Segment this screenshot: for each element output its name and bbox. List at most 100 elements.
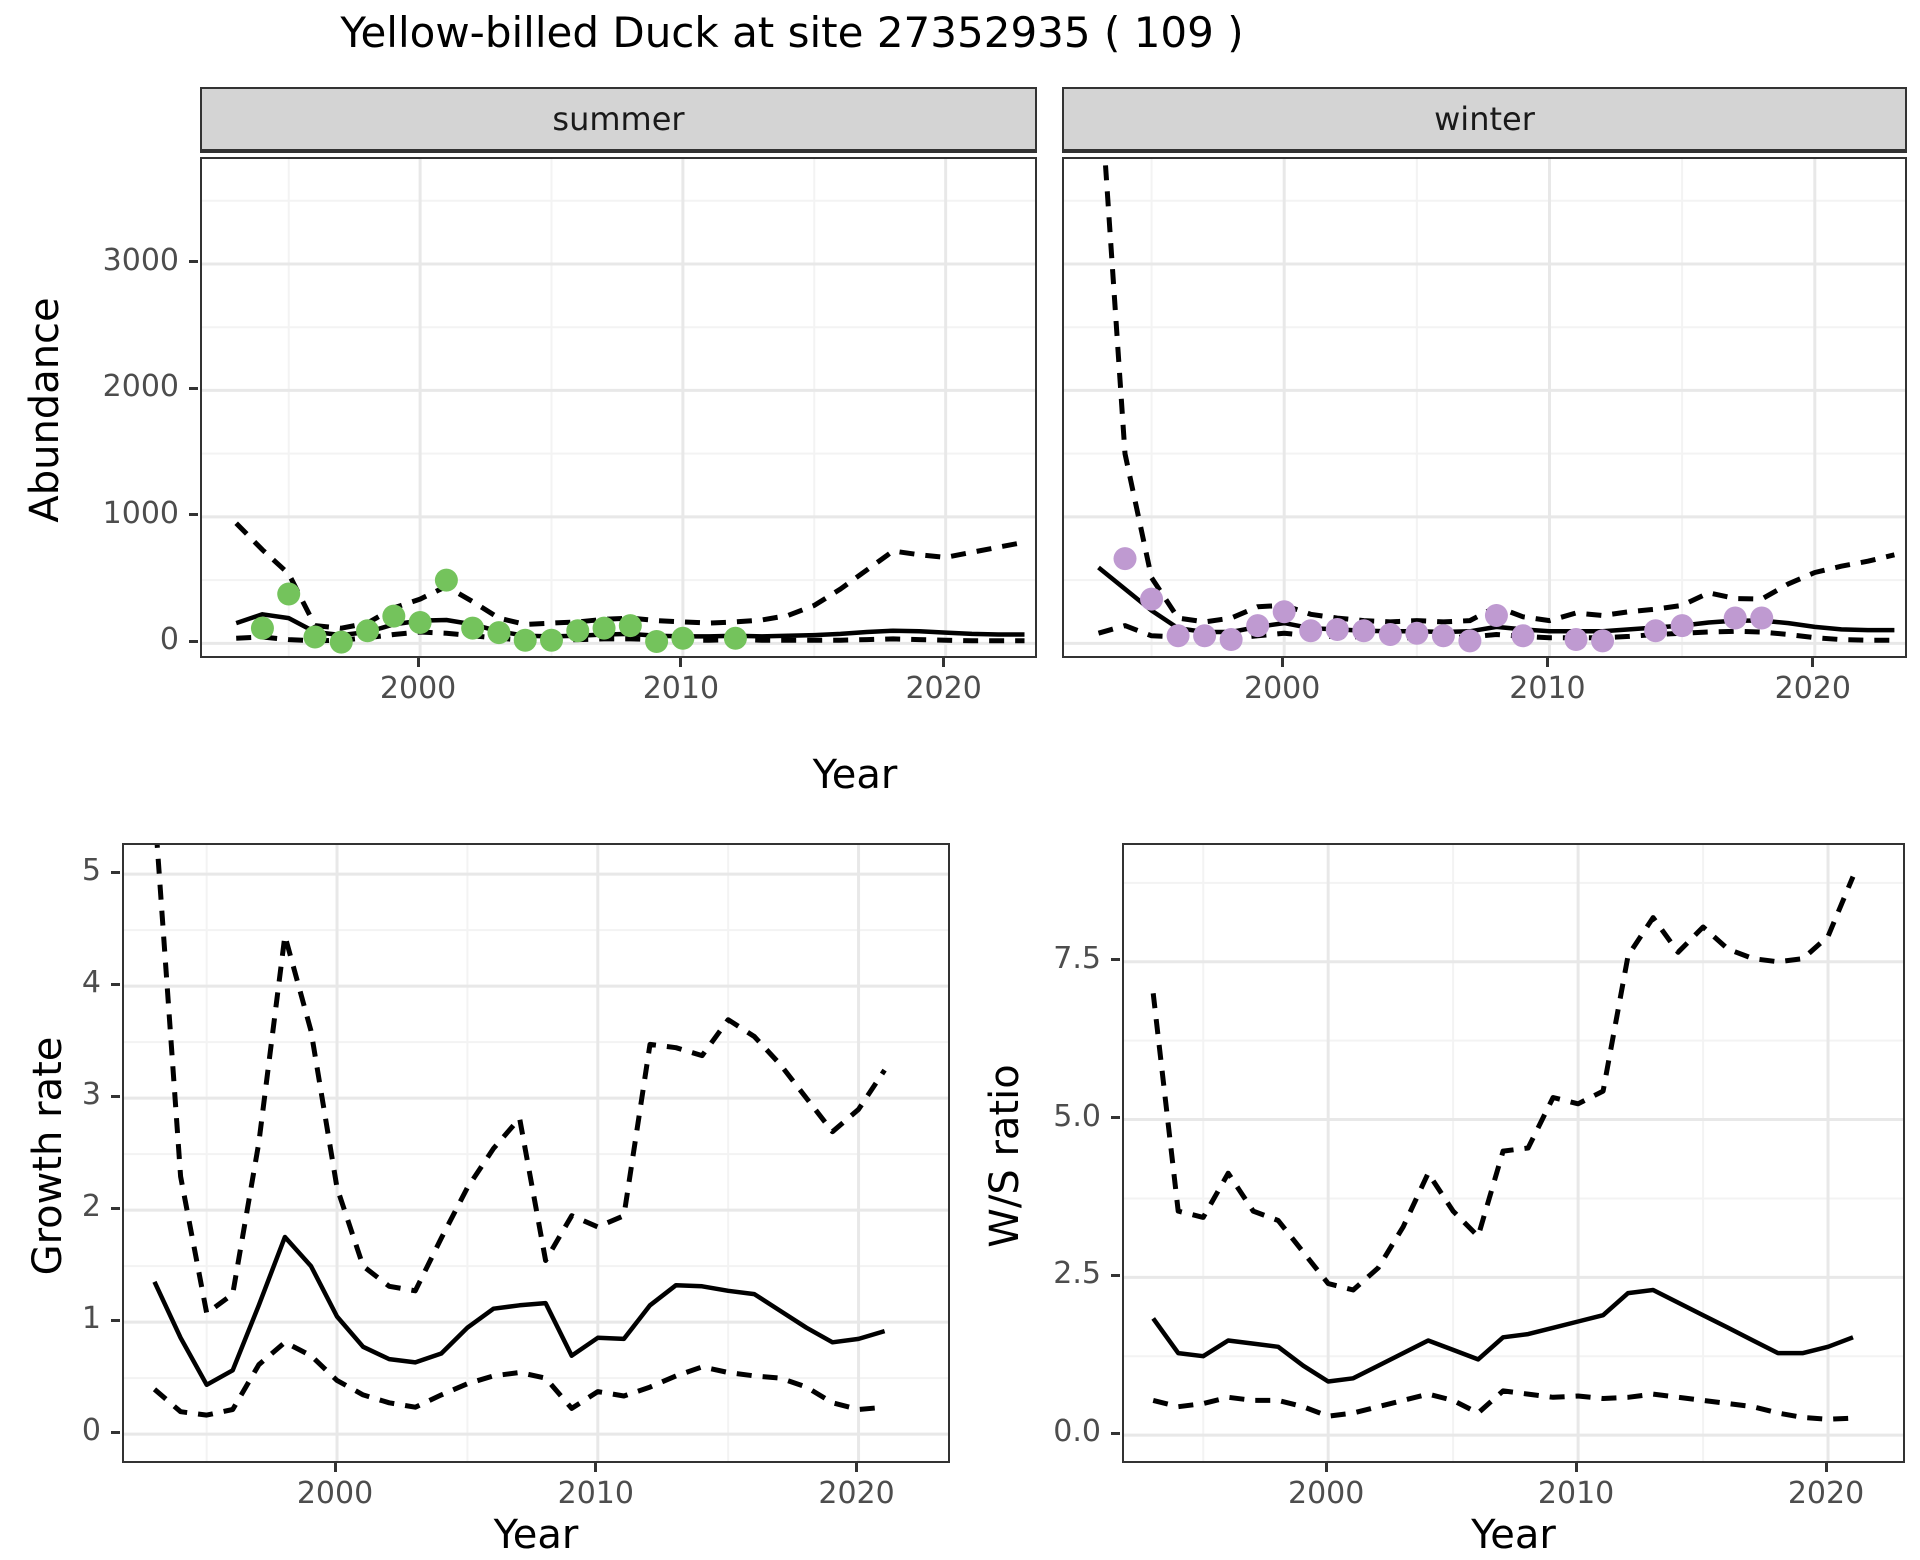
x-axis-tick bbox=[416, 658, 420, 667]
x-axis-tick-label: 2000 bbox=[379, 671, 457, 706]
winter-observed-counts-point bbox=[1511, 624, 1535, 648]
y-axis-tick bbox=[111, 1318, 120, 1322]
y-axis-tick-label: 5 bbox=[81, 853, 101, 889]
winter-observed-counts-point bbox=[1458, 629, 1482, 653]
summer-observed-counts-point bbox=[539, 628, 563, 652]
x-axis-tick bbox=[333, 1463, 337, 1472]
ws-ratio-y-axis-title: W/S ratio bbox=[982, 1064, 1028, 1248]
winter-observed-counts-point bbox=[1644, 619, 1668, 643]
x-axis-tick-label: 2010 bbox=[642, 671, 720, 706]
y-axis-tick bbox=[111, 870, 120, 874]
summer-observed-counts-point bbox=[382, 604, 406, 628]
winter-observed-counts-point bbox=[1352, 619, 1376, 643]
winter-observed-counts-point bbox=[1325, 617, 1349, 641]
x-axis-tick bbox=[679, 658, 683, 667]
y-axis-tick-label: 0.0 bbox=[1053, 1414, 1101, 1450]
summer-observed-counts-point bbox=[592, 616, 616, 640]
y-axis-tick bbox=[1111, 1431, 1120, 1435]
summer-observed-counts-point bbox=[566, 619, 590, 643]
ws-estimate-line bbox=[1151, 1287, 1854, 1384]
x-axis-tick bbox=[1574, 1463, 1578, 1472]
facet-strip-winter-label: winter bbox=[1434, 100, 1535, 138]
x-axis-tick bbox=[1280, 658, 1284, 667]
winter-observed-counts-point bbox=[1405, 621, 1429, 645]
y-axis-tick-label: 2.5 bbox=[1053, 1256, 1101, 1292]
chart-title: Yellow-billed Duck at site 27352935 ( 10… bbox=[340, 8, 1244, 57]
summer-observed-counts-point bbox=[618, 614, 642, 638]
winter-observed-counts-point bbox=[1299, 619, 1323, 643]
summer-observed-counts-point bbox=[671, 626, 695, 650]
y-axis-tick-label: 4 bbox=[81, 965, 101, 1001]
winter-observed-counts-point bbox=[1113, 547, 1137, 571]
abundance-winter-panel bbox=[1062, 157, 1907, 658]
y-axis-tick bbox=[111, 1206, 120, 1210]
x-axis-tick-label: 2000 bbox=[296, 1476, 374, 1511]
winter-observed-counts-point bbox=[1431, 624, 1455, 648]
y-axis-tick-label: 3 bbox=[81, 1077, 101, 1113]
growth-rate-x-axis-title: Year bbox=[493, 1512, 579, 1558]
summer-observed-counts-point bbox=[303, 625, 327, 649]
winter-observed-counts-point bbox=[1670, 614, 1694, 638]
x-axis-tick-label: 2020 bbox=[905, 671, 982, 706]
summer-observed-counts-point bbox=[645, 629, 669, 653]
growth-estimate-line bbox=[152, 1234, 886, 1388]
facet-strip-summer: summer bbox=[200, 87, 1037, 153]
x-axis-tick-label: 2010 bbox=[1537, 1476, 1615, 1511]
y-axis-tick-label: 0 bbox=[159, 622, 179, 658]
winter-observed-counts-point bbox=[1484, 604, 1508, 628]
ws-ratio-panel bbox=[1122, 843, 1905, 1463]
facet-strip-winter: winter bbox=[1062, 87, 1907, 153]
summer-observed-counts-point bbox=[434, 568, 458, 592]
winter-observed-counts-point bbox=[1193, 624, 1217, 648]
y-axis-tick-label: 2000 bbox=[102, 369, 179, 405]
winter-observed-counts-point bbox=[1750, 606, 1774, 630]
growth-upper-ci-line bbox=[154, 845, 887, 1316]
summer-observed-counts-point bbox=[487, 621, 511, 645]
winter-observed-counts-point bbox=[1723, 606, 1747, 630]
y-axis-tick bbox=[1111, 1116, 1120, 1120]
x-axis-tick bbox=[594, 1463, 598, 1472]
summer-observed-counts-point bbox=[723, 626, 747, 650]
winter-plot-area bbox=[1064, 159, 1905, 656]
y-axis-tick-label: 7.5 bbox=[1053, 940, 1101, 976]
winter-observed-counts-point bbox=[1272, 600, 1296, 624]
ws-ratio-x-axis-title: Year bbox=[1471, 1512, 1556, 1558]
y-axis-tick bbox=[189, 513, 198, 517]
winter-observed-counts-point bbox=[1591, 629, 1615, 653]
x-axis-tick bbox=[855, 1463, 859, 1472]
summer-upper-ci-line bbox=[234, 521, 1025, 631]
x-axis-tick bbox=[1324, 1463, 1328, 1472]
y-axis-tick-label: 5.0 bbox=[1053, 1098, 1101, 1134]
x-axis-tick-label: 2000 bbox=[1287, 1476, 1365, 1511]
ws-lower-ci-line bbox=[1152, 1388, 1854, 1422]
x-axis-tick-label: 2020 bbox=[1787, 1476, 1865, 1511]
y-axis-tick-label: 1000 bbox=[102, 495, 179, 531]
winter-observed-counts-point bbox=[1246, 614, 1270, 638]
y-axis-tick bbox=[189, 639, 198, 643]
abundance-summer-panel bbox=[200, 157, 1037, 658]
summer-observed-counts-point bbox=[356, 619, 380, 643]
facet-strip-summer-label: summer bbox=[552, 100, 685, 138]
ws-upper-ci-line bbox=[1150, 875, 1856, 1293]
x-axis-tick-label: 2010 bbox=[557, 1476, 634, 1511]
winter-observed-counts-point bbox=[1166, 624, 1190, 648]
x-axis-tick bbox=[1824, 1463, 1828, 1472]
y-axis-tick-label: 0 bbox=[81, 1413, 101, 1449]
ws-plot-area bbox=[1124, 845, 1903, 1461]
growth-rate-panel bbox=[122, 843, 950, 1463]
y-axis-tick bbox=[111, 1430, 120, 1434]
y-axis-tick bbox=[111, 1094, 120, 1098]
abundance-x-axis-title: Year bbox=[812, 752, 898, 798]
summer-observed-counts-point bbox=[408, 610, 432, 634]
x-axis-tick bbox=[942, 658, 946, 667]
summer-observed-counts-point bbox=[513, 628, 537, 652]
winter-observed-counts-point bbox=[1219, 628, 1243, 652]
x-axis-tick-label: 2000 bbox=[1244, 671, 1321, 706]
y-axis-tick-label: 1 bbox=[81, 1301, 101, 1337]
y-axis-tick bbox=[189, 260, 198, 264]
summer-observed-counts-point bbox=[461, 616, 485, 640]
y-axis-tick bbox=[1111, 958, 1120, 962]
winter-observed-counts-point bbox=[1140, 587, 1164, 611]
x-axis-tick bbox=[1545, 658, 1549, 667]
